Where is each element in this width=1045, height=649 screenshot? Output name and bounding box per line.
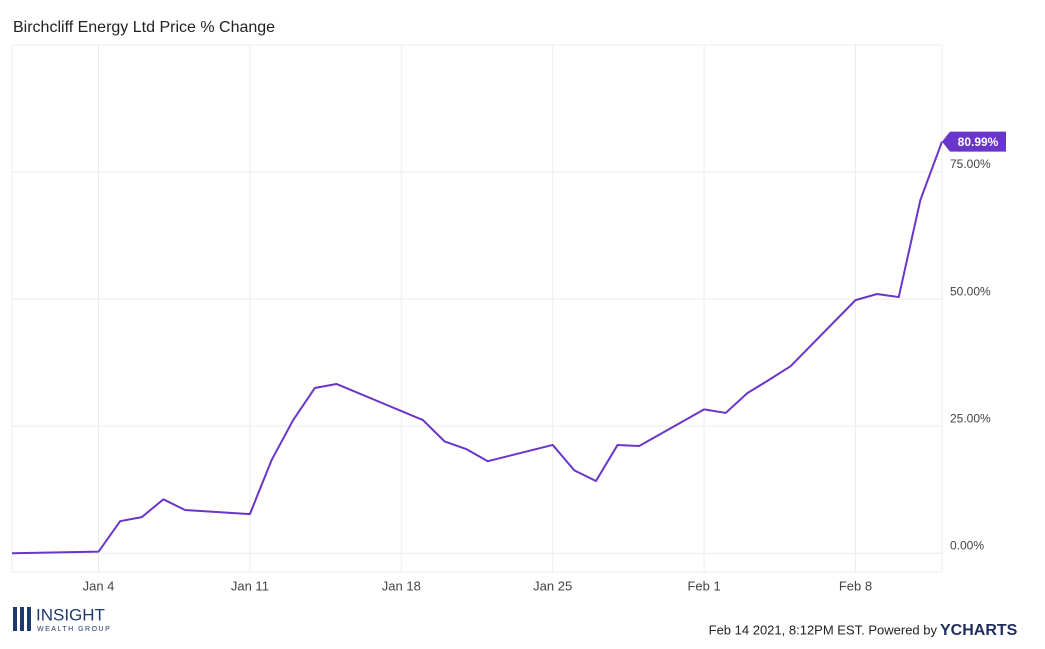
x-tick-label: Jan 18 xyxy=(382,578,421,593)
plot-area xyxy=(11,44,943,573)
logo-name: INSIGHT xyxy=(36,605,105,624)
logo-bar xyxy=(13,607,17,631)
footer-timestamp: Feb 14 2021, 8:12PM EST. Powered by xyxy=(709,622,938,637)
logo: INSIGHT WEALTH GROUP xyxy=(13,605,111,633)
y-tick-label: 25.00% xyxy=(950,411,991,425)
y-tick-label: 75.00% xyxy=(950,157,991,171)
logo-sub: WEALTH GROUP xyxy=(37,626,111,633)
x-tick-label: Jan 11 xyxy=(231,578,269,593)
last-value-tag xyxy=(942,131,1006,152)
logo-bar xyxy=(20,607,24,631)
x-tick-label: Feb 8 xyxy=(839,578,872,593)
chart-title: Birchcliff Energy Ltd Price % Change xyxy=(13,19,275,36)
x-tick-label: Jan 4 xyxy=(83,578,115,593)
y-tick-label: 0.00% xyxy=(950,538,984,552)
y-tick-label: 50.00% xyxy=(950,284,991,298)
footer-brand: YCHARTS xyxy=(940,622,1018,639)
last-value-label: 80.99% xyxy=(958,135,999,149)
x-tick-label: Feb 1 xyxy=(687,578,720,593)
logo-bar xyxy=(27,607,31,631)
line-series xyxy=(11,141,943,555)
x-tick-label: Jan 25 xyxy=(533,578,572,593)
